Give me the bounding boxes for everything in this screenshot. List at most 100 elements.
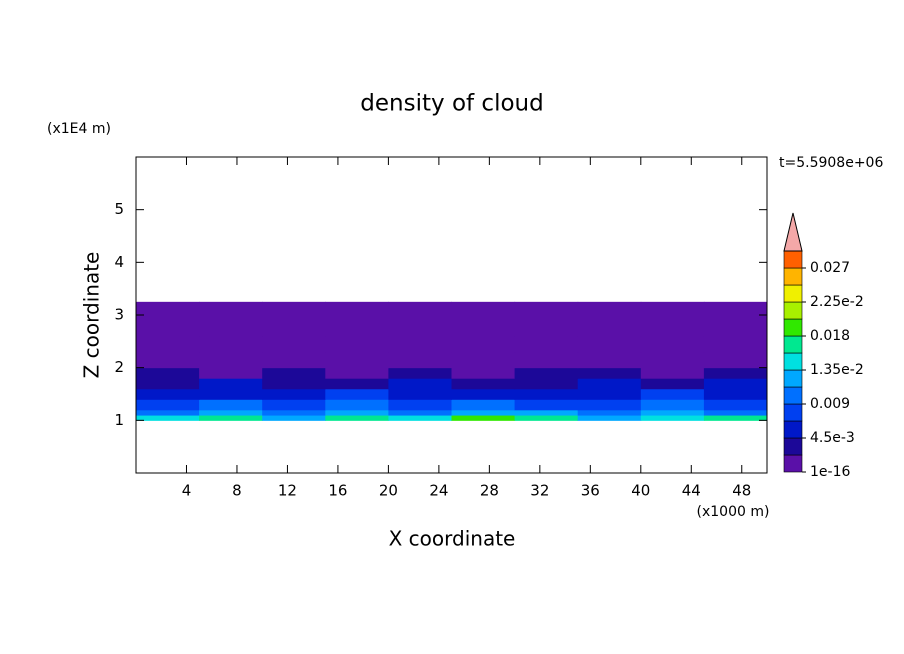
colorbar-box [783, 352, 803, 371]
contour-cell [514, 367, 579, 379]
contour-cell [136, 315, 200, 337]
contour-cell [262, 351, 326, 369]
contour-cell [514, 315, 579, 337]
x-tick-label: 16 [328, 482, 347, 500]
contour-cell [388, 409, 452, 416]
contour-cell [640, 351, 705, 369]
colorbar-box [783, 301, 803, 320]
contour-cell [577, 399, 642, 411]
contour-cell [199, 315, 263, 337]
contour-cell [136, 336, 200, 353]
contour-cell [325, 367, 389, 379]
colorbar-label: 2.25e-2 [810, 294, 864, 310]
colorbar-box [783, 369, 803, 388]
x-tick-label: 12 [278, 482, 297, 500]
contour-cell [514, 351, 579, 369]
contour-cell [640, 336, 705, 353]
contour-cell [451, 399, 516, 411]
contour-cell [388, 315, 452, 337]
contour-cell [703, 415, 768, 421]
contour-cell [703, 301, 768, 316]
contour-cell [325, 336, 389, 353]
contour-cell [262, 315, 326, 337]
contour-cell [199, 409, 263, 416]
contour-cell [136, 388, 200, 400]
colorbar-label: 1e-16 [810, 464, 850, 480]
contour-cell [136, 367, 200, 379]
contour-cell [199, 301, 263, 316]
contour-cell [703, 378, 768, 390]
contour-cell [451, 351, 516, 369]
contour-cell [514, 301, 579, 316]
x-axis-title: X coordinate [389, 527, 516, 551]
y-tick-label: 5 [114, 200, 124, 218]
contour-cell [451, 378, 516, 390]
contour-cell [199, 378, 263, 390]
colorbar-box [783, 403, 803, 422]
contour-cell [451, 336, 516, 353]
contour-cell [199, 336, 263, 353]
contour-cell [703, 399, 768, 411]
contour-cell [325, 409, 389, 416]
contour-cell [703, 351, 768, 369]
colorbar-box [783, 335, 803, 354]
contour-cell [703, 409, 768, 416]
x-tick-label: 48 [732, 482, 751, 500]
contour-cell [325, 315, 389, 337]
y-tick-label: 3 [114, 306, 124, 324]
y-tick-label: 1 [114, 411, 124, 429]
contour-cell [514, 415, 579, 421]
contour-cell [577, 367, 642, 379]
y-tick-label: 4 [114, 253, 124, 271]
contour-cell [388, 301, 452, 316]
contour-cell [199, 367, 263, 379]
contour-cell [325, 301, 389, 316]
contour-cell [262, 399, 326, 411]
colorbar-label: 1.35e-2 [810, 362, 864, 378]
colorbar-box [783, 386, 803, 405]
contour-cell [577, 388, 642, 400]
x-unit: (x1000 m) [697, 504, 770, 520]
contour-cell [640, 378, 705, 390]
contour-cell [451, 415, 516, 421]
contour-cell [388, 367, 452, 379]
contour-cell [577, 409, 642, 416]
contour-cell [388, 378, 452, 390]
contour-cell [262, 336, 326, 353]
y-unit: (x1E4 m) [47, 121, 111, 137]
contour-cell [514, 378, 579, 390]
x-tick-label: 24 [429, 482, 448, 500]
contour-cell [325, 378, 389, 390]
contour-cell [388, 388, 452, 400]
colorbar-label: 0.027 [810, 260, 850, 276]
contour-cell [577, 378, 642, 390]
contour-cell [703, 388, 768, 400]
contour-cell [388, 399, 452, 411]
x-tick-label: 20 [379, 482, 398, 500]
contour-cell [514, 388, 579, 400]
contour-cell [703, 367, 768, 379]
contour-cell [136, 351, 200, 369]
contour-cell [640, 367, 705, 379]
contour-cell [199, 399, 263, 411]
contour-cell [325, 415, 389, 421]
contour-cell [451, 301, 516, 316]
contour-cell [577, 336, 642, 353]
contour-cell [703, 336, 768, 353]
colorbar-box [783, 454, 803, 473]
contour-cell [388, 336, 452, 353]
contour-cell [388, 351, 452, 369]
x-tick-label: 32 [530, 482, 549, 500]
x-tick-label: 8 [232, 482, 242, 500]
y-tick-label: 2 [114, 358, 124, 376]
contour-cell [136, 409, 200, 416]
contour-cell [262, 409, 326, 416]
contour-cell [325, 351, 389, 369]
contour-cell [640, 301, 705, 316]
colorbar-box [783, 437, 803, 456]
contour-cell [136, 399, 200, 411]
contour-cell [451, 315, 516, 337]
contour-cell [640, 315, 705, 337]
contour-cell [325, 399, 389, 411]
